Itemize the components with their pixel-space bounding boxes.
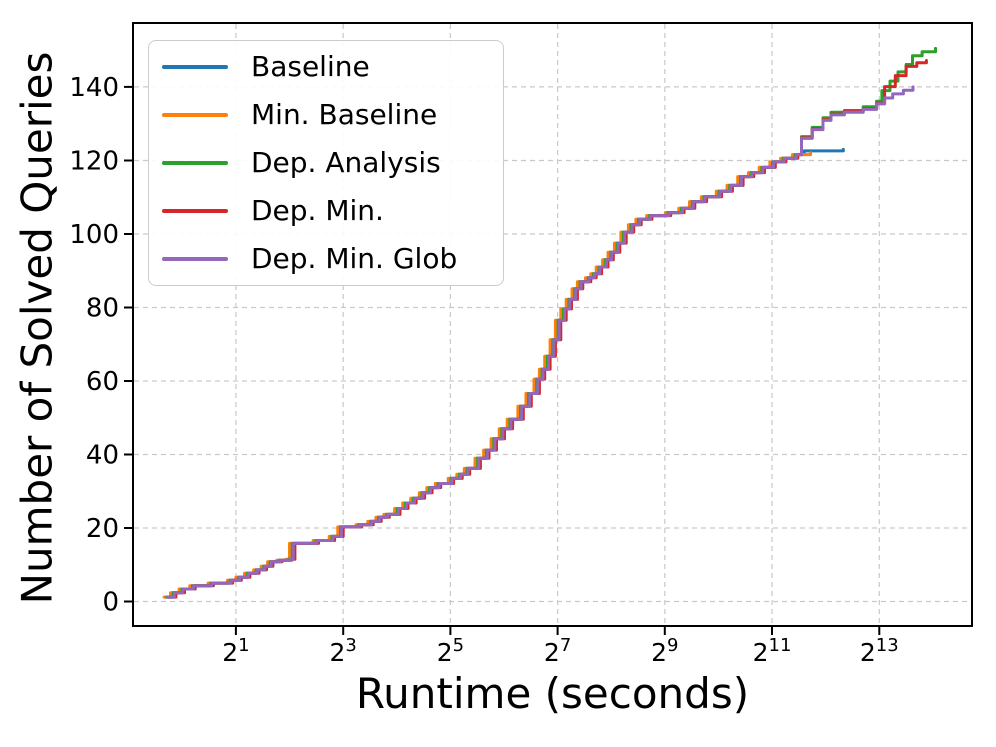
legend-label-dep-min: Dep. Min. <box>251 194 384 227</box>
legend-item-baseline: Baseline <box>149 43 503 91</box>
x-tick-label: 213 <box>860 635 899 667</box>
legend-item-dep-min: Dep. Min. <box>149 187 503 235</box>
y-tick-label: 140 <box>69 73 119 103</box>
y-tick-label: 80 <box>86 294 119 324</box>
y-tick-label: 20 <box>86 514 119 544</box>
legend-swatch-dep-min <box>162 209 228 213</box>
y-tick-label: 60 <box>86 367 119 397</box>
y-tick-label: 40 <box>86 441 119 471</box>
x-tick-label: 21 <box>222 635 249 667</box>
legend-item-min-baseline: Min. Baseline <box>149 91 503 139</box>
x-tick-label: 27 <box>544 635 571 667</box>
y-tick-label: 100 <box>69 220 119 250</box>
legend-item-dep-analysis: Dep. Analysis <box>149 139 503 187</box>
legend-label-dep-min-glob: Dep. Min. Glob <box>251 242 458 275</box>
y-axis-label: Number of Solved Queries <box>12 51 62 605</box>
legend-swatch-min-baseline <box>162 113 228 117</box>
plot-border <box>132 22 973 627</box>
legend-label-min-baseline: Min. Baseline <box>251 98 438 131</box>
y-tick-label: 120 <box>69 147 119 177</box>
legend: Baseline Min. Baseline Dep. Analysis Dep. M… <box>148 40 504 286</box>
x-tick-label: 23 <box>330 635 357 667</box>
legend-swatch-dep-analysis <box>162 161 228 165</box>
series-lines <box>162 46 937 599</box>
x-tick-label: 25 <box>437 635 464 667</box>
series-line-dep-min-glob <box>166 85 915 599</box>
x-tick-label: 29 <box>651 635 678 667</box>
y-tick-label: 0 <box>102 588 119 618</box>
legend-swatch-baseline <box>162 65 228 69</box>
x-tick-label: 211 <box>753 635 792 667</box>
legend-label-dep-analysis: Dep. Analysis <box>251 146 441 179</box>
legend-swatch-dep-min-glob <box>162 257 228 261</box>
legend-label-baseline: Baseline <box>251 50 370 83</box>
legend-item-dep-min-glob: Dep. Min. Glob <box>149 235 503 283</box>
x-axis-label: Runtime (seconds) <box>355 669 750 718</box>
